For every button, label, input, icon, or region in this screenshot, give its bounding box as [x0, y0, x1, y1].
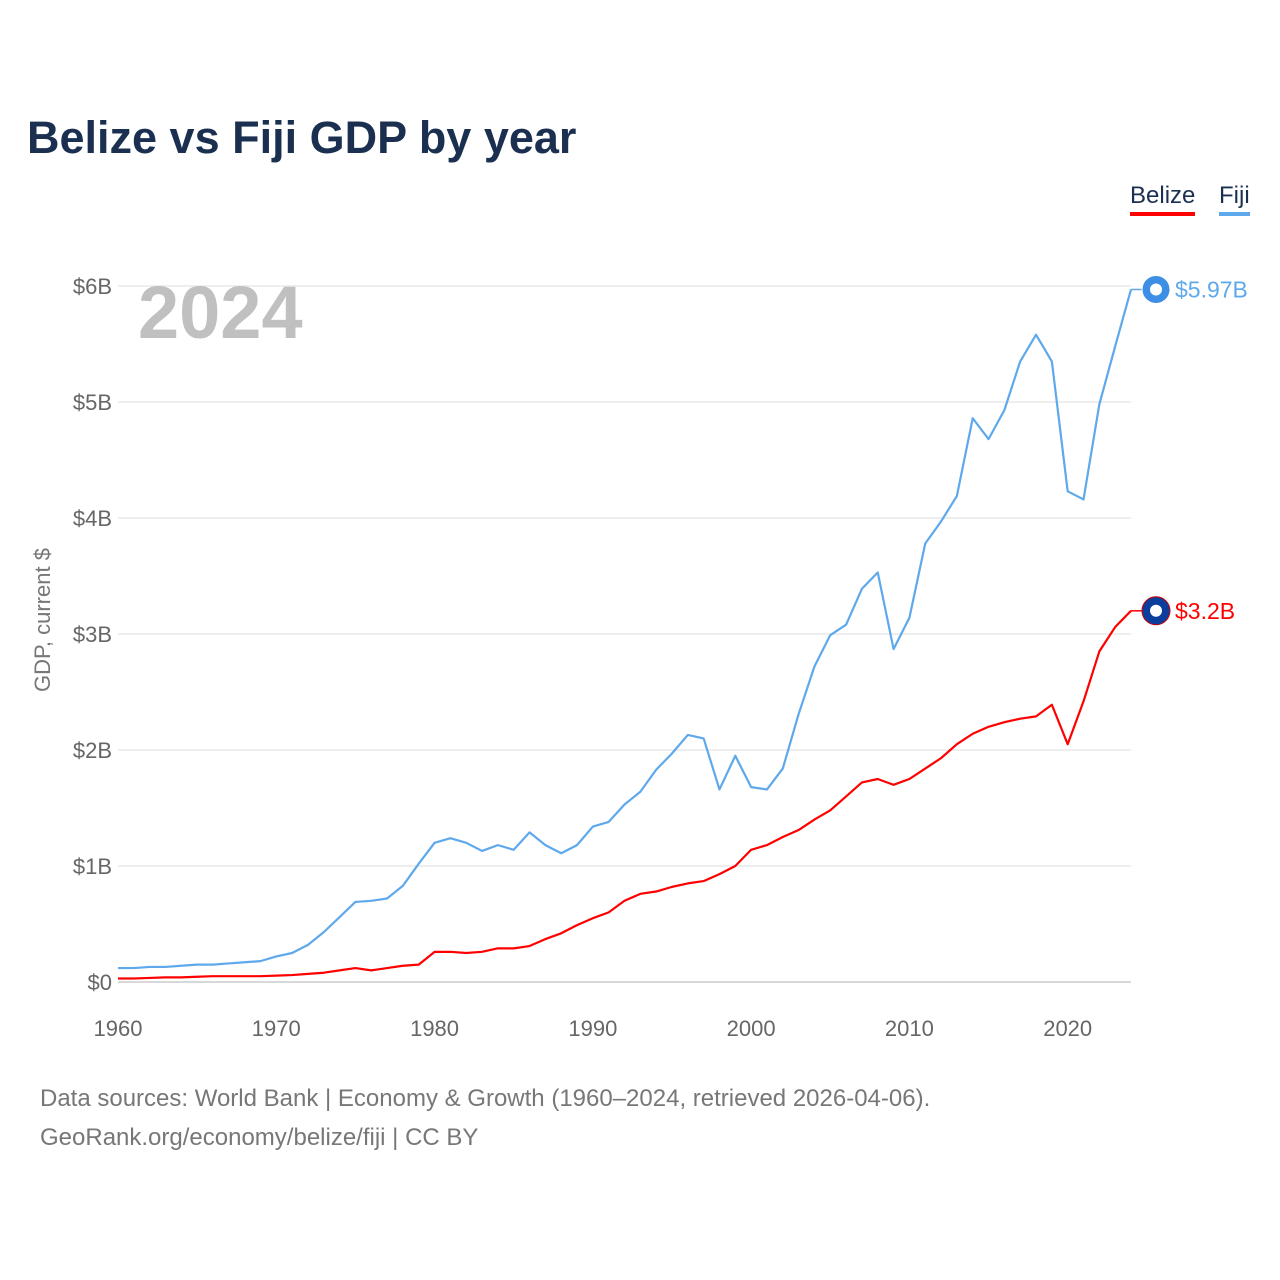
x-tick-label: 1960 — [94, 1016, 143, 1041]
flag-emblem-belize — [1150, 604, 1162, 617]
x-tick-label: 2020 — [1043, 1016, 1092, 1041]
end-label-fiji: $5.97B — [1175, 276, 1248, 302]
y-tick-label: $5B — [73, 390, 112, 415]
line-fiji — [118, 289, 1133, 970]
year-label: 2024 — [138, 271, 303, 354]
source-line-1: Data sources: World Bank | Economy & Gro… — [40, 1085, 931, 1112]
y-tick-label: $1B — [73, 854, 112, 879]
y-tick-label: $4B — [73, 506, 112, 531]
y-tick-label: $3B — [73, 622, 112, 647]
y-axis-label: GDP, current $ — [30, 548, 55, 692]
flag-emblem-fiji — [1150, 283, 1162, 296]
y-tick-label: $2B — [73, 738, 112, 763]
line-belize — [118, 610, 1132, 980]
legend-belize[interactable]: Belize — [1130, 182, 1196, 216]
x-tick-label: 2010 — [885, 1016, 934, 1041]
x-tick-label: 2000 — [727, 1016, 776, 1041]
x-tick-label: 1980 — [410, 1016, 459, 1041]
legend-fiji[interactable]: Fiji — [1219, 182, 1250, 216]
end-label-belize: $3.2B — [1175, 598, 1235, 624]
y-tick-label: $6B — [73, 274, 112, 299]
source-line-2[interactable]: GeoRank.org/economy/belize/fiji | CC BY — [40, 1124, 479, 1151]
x-tick-label: 1970 — [252, 1016, 301, 1041]
y-tick-label: $0 — [88, 970, 112, 995]
x-tick-label: 1990 — [568, 1016, 617, 1041]
chart-title: Belize vs Fiji GDP by year — [27, 112, 577, 163]
